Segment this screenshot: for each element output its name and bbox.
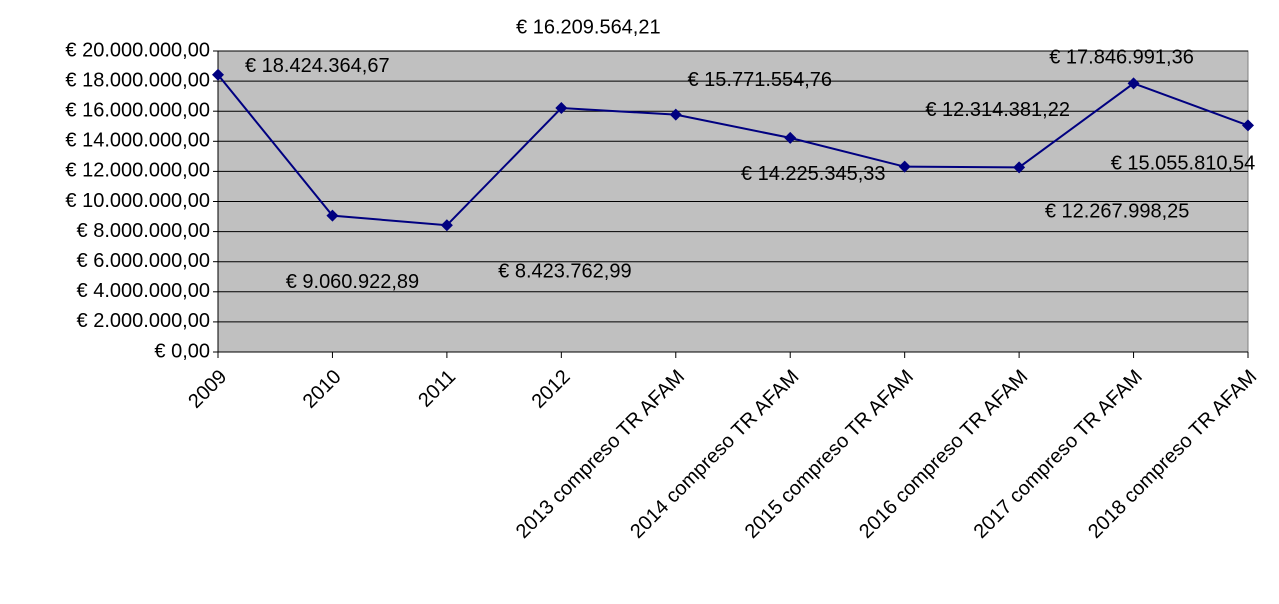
y-tick-label: € 4.000.000,00	[77, 280, 210, 302]
data-label: € 9.060.922,89	[286, 271, 419, 293]
marker	[669, 108, 682, 121]
y-tick-label: € 20.000.000,00	[65, 39, 210, 61]
marker	[555, 102, 568, 115]
y-tick-label: € 8.000.000,00	[77, 220, 210, 242]
data-label: € 12.267.998,25	[1045, 201, 1190, 223]
data-label: € 8.423.762,99	[498, 261, 631, 283]
marker	[326, 209, 339, 222]
x-tick-label: 2011	[414, 366, 460, 412]
marker	[212, 68, 224, 81]
y-tick-label: € 14.000.000,00	[65, 130, 210, 152]
data-label: € 15.771.554,76	[687, 69, 832, 91]
y-tick-label: € 10.000.000,00	[65, 190, 210, 212]
data-label: € 16.209.564,21	[516, 16, 661, 38]
x-tick-label: 2010	[299, 366, 346, 413]
marker	[1127, 77, 1140, 90]
y-tick-label: € 2.000.000,00	[77, 310, 210, 332]
marker	[440, 219, 453, 232]
y-tick-label: € 18.000.000,00	[65, 69, 210, 91]
y-tick-label: € 6.000.000,00	[77, 250, 210, 272]
x-tick-label: 2009	[184, 366, 231, 413]
marker	[898, 160, 911, 173]
y-tick-label: € 0,00	[154, 340, 210, 362]
marker	[1013, 161, 1026, 174]
y-tick-label: € 16.000.000,00	[65, 99, 210, 121]
data-label: € 17.846.991,36	[1049, 47, 1194, 69]
x-tick-label: 2012	[528, 366, 575, 413]
data-label: € 14.225.345,33	[741, 163, 886, 185]
y-tick-label: € 12.000.000,00	[65, 160, 210, 182]
line	[217, 74, 1249, 227]
marker	[784, 131, 797, 144]
data-label: € 18.424.364,67	[245, 55, 390, 77]
data-label: € 12.314.381,22	[925, 99, 1070, 121]
data-label: € 15.055.810,54	[1111, 153, 1256, 175]
marker	[1242, 119, 1254, 132]
